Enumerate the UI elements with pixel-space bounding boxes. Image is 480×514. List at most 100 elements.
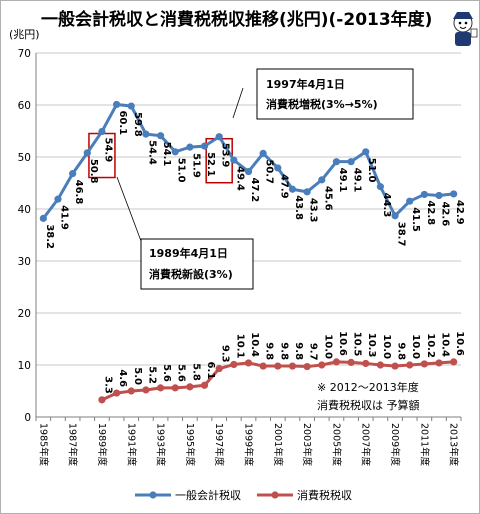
data-point-consumption [127,387,135,395]
data-label-general: 60.1 [117,110,128,135]
x-axis-ticks: 1985年度 1987年度 1989年度 1991年度 1993年度 1995年度 1997… [35,417,462,467]
data-point-general [303,188,311,196]
x-tick-label: 2009年度 [389,423,401,467]
data-label-general: 52.1 [205,152,216,177]
data-point-consumption [420,360,428,368]
y-unit-label: (兆円) [9,28,40,41]
data-point-general [450,190,458,198]
data-point-general [391,212,399,220]
data-point-consumption [435,359,443,367]
data-label-general: 49.1 [352,168,363,193]
data-point-general [274,164,282,172]
data-point-consumption [156,384,165,392]
data-label-general: 51.9 [190,153,201,178]
data-label-consumption: 10.1 [234,334,245,359]
data-label-general: 51.0 [366,158,377,183]
budget-note-line1: ※ 2012～2013年度 [317,380,419,394]
data-point-consumption [288,362,297,370]
data-point-general [142,130,150,138]
y-tick-label: 40 [18,204,31,216]
annotation-1997-leader [232,87,244,119]
data-label-general: 49.4 [234,166,245,191]
data-point-consumption [362,359,370,368]
data-point-consumption [274,362,282,370]
data-point-consumption [406,361,414,369]
data-label-general: 47.2 [249,178,260,203]
data-label-general: 47.9 [278,174,289,199]
data-label-consumption: 9.8 [293,342,304,360]
data-point-general [406,197,414,205]
x-tick-label: 1997年度 [213,423,225,467]
annotation-1989-line1: 1989年4月1日 [149,246,228,260]
data-label-general: 43.3 [308,198,319,223]
data-label-consumption: 10.0 [381,334,392,359]
x-tick-label: 2013年度 [448,423,460,467]
data-point-consumption [303,362,311,371]
data-point-consumption [186,383,194,391]
data-point-consumption [391,362,399,370]
annotation-1997-box [256,68,414,120]
data-label-general: 59.8 [132,112,143,137]
series-lines [39,100,458,404]
data-label-general: 54.4 [146,140,157,165]
legend-item-general: 一般会計税収 [135,488,241,502]
data-point-general [318,176,326,184]
data-label-consumption: 3.3 [102,376,113,394]
data-label-general: 41.9 [58,205,69,230]
data-label-consumption: 10.4 [249,332,260,357]
data-point-general [376,183,384,191]
data-label-general: 44.3 [381,193,392,218]
data-label-general: 51.0 [176,158,187,183]
y-tick-label: 10 [18,360,31,372]
data-point-general [69,170,77,178]
data-label-consumption: 5.0 [132,367,143,385]
data-point-general [288,185,297,193]
data-label-consumption: 10.2 [425,333,436,358]
annotation-1997-line2: 消費税増税(3%→5%) [266,97,378,111]
data-label-consumption: 10.0 [410,334,421,359]
data-point-consumption [318,361,326,369]
data-point-consumption [332,358,341,366]
y-tick-label: 50 [18,152,31,164]
legend-label-general: 一般会計税収 [175,488,241,502]
y-tick-label: 0 [24,412,31,424]
data-label-general: 42.6 [440,201,451,226]
budget-note-bg [311,376,451,416]
x-tick-label: 1999年度 [243,423,255,467]
legend-label-consumption: 消費税税収 [297,488,352,502]
data-label-consumption: 6.1 [205,362,216,380]
data-point-consumption [142,386,150,394]
data-point-consumption [200,381,209,389]
data-label-general: 45.6 [322,186,333,211]
budget-note: ※ 2012～2013年度 消費税税収は 予算額 [311,376,451,416]
data-label-consumption: 9.8 [278,342,289,360]
data-label-general: 49.1 [337,168,348,193]
data-point-general [435,191,443,200]
data-label-consumption: 5.2 [146,366,157,384]
data-point-consumption [347,358,355,366]
data-label-general: 43.8 [293,195,304,220]
data-point-general [215,133,223,141]
data-point-general [259,149,267,157]
data-point-general [156,132,165,140]
data-label-consumption: 10.0 [322,334,333,359]
mascot-icon [453,12,478,46]
x-tick-label: 1995年度 [184,423,196,467]
data-label-general: 54.9 [102,138,113,163]
data-label-consumption: 10.6 [454,331,465,356]
data-point-general [113,100,121,109]
data-point-general [230,156,238,164]
data-point-consumption [230,360,238,369]
annotation-1989-leader [116,176,142,242]
x-tick-label: 1987年度 [67,423,79,467]
data-point-general [420,190,428,199]
data-point-consumption [244,359,253,367]
data-point-consumption [376,361,384,369]
data-point-general [39,214,47,222]
data-label-consumption: 10.3 [366,333,377,358]
x-tick-label: 1993年度 [155,423,167,467]
data-point-general [127,102,135,110]
y-tick-label: 20 [18,308,31,320]
data-label-general: 53.9 [220,143,231,168]
